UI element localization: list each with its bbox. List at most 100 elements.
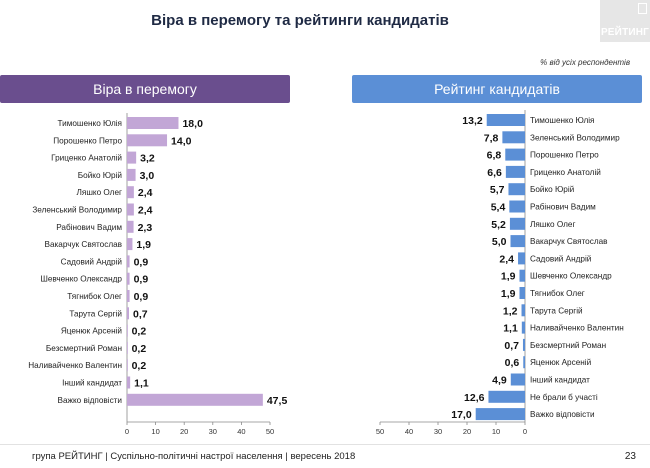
- right-tick-label: 0: [523, 427, 527, 436]
- right-bar: [486, 114, 525, 126]
- left-bar: [127, 307, 130, 320]
- right-category-label: Наливайченко Валентин: [530, 324, 624, 333]
- left-bar: [127, 134, 168, 147]
- right-bar: [518, 252, 525, 265]
- right-category-label: Тягнибок Олег: [530, 289, 585, 298]
- right-value-label: 6,8: [487, 150, 502, 162]
- left-tick-label: 30: [209, 427, 217, 436]
- right-value-label: 13,2: [462, 115, 483, 127]
- right-category-label: Тарута Сергій: [530, 306, 583, 315]
- right-chart-header: Рейтинг кандидатів: [352, 75, 642, 103]
- left-category-label: Зеленський Володимир: [32, 206, 122, 215]
- right-bar: [510, 373, 525, 386]
- right-category-label: Порошенко Петро: [530, 151, 599, 160]
- left-category-label: Тарута Сергій: [69, 309, 122, 318]
- right-bar: [475, 408, 525, 421]
- right-value-label: 12,6: [464, 392, 485, 404]
- right-value-label: 1,9: [501, 271, 516, 283]
- left-category-label: Рабінович Вадим: [56, 223, 122, 232]
- right-bar: [509, 200, 525, 213]
- footer-text: група РЕЙТИНГ | Суспільно-політичні наст…: [32, 451, 356, 462]
- left-bar: [127, 117, 179, 129]
- left-bar: [127, 203, 134, 216]
- left-bar: [127, 359, 128, 372]
- right-category-label: Не брали б участі: [530, 393, 598, 402]
- left-value-label: 0,9: [134, 291, 149, 303]
- right-value-label: 0,6: [505, 357, 520, 369]
- right-value-label: 6,6: [487, 167, 502, 179]
- left-bar: [127, 220, 134, 233]
- right-bar: [505, 148, 525, 161]
- right-category-label: Ляшко Олег: [530, 220, 575, 229]
- right-tick-label: 20: [463, 427, 471, 436]
- right-tick-label: 30: [434, 427, 442, 436]
- left-category-label: Тимошенко Юлія: [58, 119, 122, 128]
- right-bar: [510, 235, 525, 248]
- right-tick-label: 10: [492, 427, 500, 436]
- right-tick-label: 50: [376, 427, 384, 436]
- left-chart-header: Віра в перемогу: [0, 75, 290, 103]
- right-bar: [488, 390, 525, 403]
- right-category-label: Тимошенко Юлія: [530, 116, 594, 125]
- left-tick-label: 40: [237, 427, 245, 436]
- right-category-label: Садовий Андрій: [530, 254, 591, 263]
- right-value-label: 1,9: [501, 288, 516, 300]
- right-value-label: 1,1: [503, 323, 518, 335]
- right-bar: [505, 165, 525, 178]
- left-value-label: 2,4: [138, 205, 153, 217]
- right-value-label: 1,2: [503, 305, 518, 317]
- left-bar: [127, 168, 136, 181]
- left-value-label: 2,4: [138, 187, 153, 199]
- right-value-label: 2,4: [499, 253, 514, 265]
- left-tick-label: 0: [125, 427, 129, 436]
- right-bar: [509, 217, 525, 230]
- right-chart-title: Рейтинг кандидатів: [434, 81, 560, 97]
- right-value-label: 5,0: [492, 236, 507, 248]
- left-value-label: 0,7: [133, 308, 148, 320]
- left-tick-label: 50: [266, 427, 274, 436]
- right-value-label: 4,9: [492, 375, 507, 387]
- left-category-label: Бойко Юрій: [78, 171, 122, 180]
- rating-logo: РЕЙТИНГ: [600, 0, 650, 42]
- left-category-label: Шевченко Олександр: [40, 275, 122, 284]
- right-category-label: Бойко Юрій: [530, 185, 574, 194]
- respondents-note: % від усіх респондентів: [540, 58, 630, 67]
- right-category-label: Інший кандидат: [530, 376, 590, 385]
- left-category-label: Інший кандидат: [62, 379, 122, 388]
- left-value-label: 0,9: [134, 256, 149, 268]
- left-tick-label: 10: [151, 427, 159, 436]
- right-value-label: 0,7: [504, 340, 519, 352]
- left-category-label: Яценюк Арсеній: [61, 327, 122, 336]
- left-bar: [127, 151, 137, 164]
- left-bar: [127, 341, 128, 354]
- left-bar: [127, 238, 133, 251]
- page-title: Віра в перемогу та рейтинги кандидатів: [151, 12, 449, 29]
- left-bar: [127, 393, 263, 406]
- right-category-label: Безсмертний Роман: [530, 341, 606, 350]
- left-value-label: 0,2: [132, 360, 147, 372]
- left-chart-title: Віра в перемогу: [93, 81, 197, 97]
- logo-text: РЕЙТИНГ: [600, 27, 650, 38]
- left-value-label: 18,0: [182, 118, 203, 130]
- right-bar: [502, 131, 525, 144]
- left-bar: [127, 255, 130, 268]
- left-tick-label: 20: [180, 427, 188, 436]
- right-bar: [519, 287, 525, 299]
- right-bar: [521, 304, 525, 317]
- right-tick-label: 40: [405, 427, 413, 436]
- left-category-label: Гриценко Анатолій: [51, 154, 122, 163]
- left-value-label: 1,1: [134, 378, 149, 390]
- left-value-label: 0,2: [132, 343, 147, 355]
- right-category-label: Гриценко Анатолій: [530, 168, 601, 177]
- right-category-label: Рабінович Вадим: [530, 203, 596, 212]
- right-bar: [521, 321, 525, 334]
- right-value-label: 7,8: [484, 132, 499, 144]
- right-bar: [523, 356, 525, 369]
- right-value-label: 17,0: [451, 409, 472, 421]
- left-category-label: Безсмертний Роман: [46, 344, 122, 353]
- right-category-label: Шевченко Олександр: [530, 272, 612, 281]
- right-value-label: 5,4: [491, 202, 506, 214]
- left-bar: [127, 272, 130, 285]
- right-category-label: Важко відповісти: [530, 410, 595, 419]
